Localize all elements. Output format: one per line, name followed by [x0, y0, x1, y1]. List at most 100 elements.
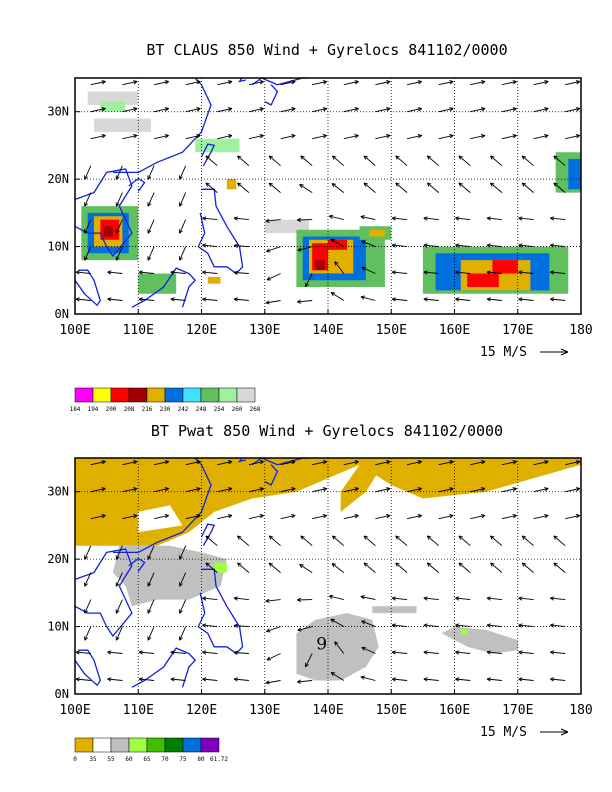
- wind-arrowhead: [237, 535, 242, 540]
- wind-arrowhead: [354, 460, 359, 465]
- wind-vector: [438, 461, 454, 466]
- x-tick-label: 180: [569, 323, 592, 338]
- wind-vector: [233, 272, 249, 274]
- fill-region: [372, 606, 417, 614]
- wind-arrowhead: [115, 229, 120, 234]
- wind-arrowhead: [300, 155, 305, 160]
- wind-vector: [395, 155, 408, 167]
- wind-arrowhead: [107, 297, 112, 302]
- wind-vector: [147, 246, 155, 261]
- wind-arrowhead: [233, 216, 238, 221]
- grid-layer: [75, 458, 581, 694]
- wind-arrowhead: [455, 243, 460, 248]
- wind-arrowhead: [480, 134, 486, 139]
- wind-vector: [330, 238, 345, 247]
- wind-vector: [280, 461, 296, 466]
- wind-vector: [490, 182, 503, 193]
- wind-vector: [470, 81, 486, 86]
- wind-arrowhead: [202, 216, 207, 221]
- wind-arrowhead: [486, 270, 491, 275]
- wind-vector: [147, 545, 155, 560]
- wind-vector: [395, 182, 408, 193]
- wind-arrowhead: [227, 134, 233, 139]
- wind-arrowhead: [322, 460, 328, 465]
- fill-region: [467, 273, 499, 287]
- wind-vector: [455, 244, 471, 248]
- axis-ticks-pwat: 100E 110E 120E 130E 140E 150E 160E 170E 180 0N 10N…: [47, 485, 592, 718]
- wind-vector: [331, 183, 345, 193]
- wind-arrowhead: [107, 270, 112, 275]
- wind-arrowhead: [233, 297, 238, 302]
- wind-arrowhead: [330, 672, 336, 677]
- x-tick-label: 130E: [249, 323, 280, 338]
- wind-vector: [115, 246, 123, 261]
- wind-arrowhead: [391, 623, 397, 628]
- wind-vector: [518, 244, 534, 248]
- wind-arrowhead: [391, 270, 397, 275]
- wind-arrowhead: [486, 243, 491, 248]
- wind-vector: [427, 562, 439, 573]
- wind-vector: [115, 572, 123, 587]
- gyre-marker-label: 9: [316, 634, 327, 654]
- arrow-head-icon: [560, 728, 569, 736]
- wind-vector: [312, 81, 327, 86]
- x-tick-label: 130E: [249, 703, 280, 718]
- wind-arrowhead: [550, 270, 555, 275]
- wind-arrowhead: [518, 243, 523, 248]
- wind-vector: [122, 108, 138, 113]
- wind-vector: [332, 535, 345, 547]
- wind-vector: [147, 219, 155, 234]
- wind-vector: [518, 298, 534, 301]
- wind-arrowhead: [361, 620, 366, 625]
- wind-arrowhead: [196, 107, 201, 112]
- wind-arrowhead: [75, 650, 80, 655]
- wind-vector: [312, 108, 327, 113]
- wind-arrowhead: [486, 596, 491, 601]
- coastline: [237, 77, 246, 83]
- wind-arrowhead: [268, 535, 274, 540]
- wind-vector: [455, 271, 471, 274]
- wind-arrowhead: [133, 134, 138, 139]
- wind-vector: [280, 488, 296, 493]
- wind-arrowhead: [361, 240, 366, 245]
- wind-arrowhead: [458, 155, 463, 160]
- wind-arrowhead: [521, 182, 527, 187]
- wind-vector: [486, 651, 502, 654]
- wind-vector: [237, 562, 250, 573]
- wind-vector: [486, 298, 502, 301]
- wind-vector: [392, 217, 408, 221]
- wind-vector: [330, 672, 345, 681]
- wind-vector: [202, 597, 218, 601]
- wind-arrowhead: [268, 182, 274, 187]
- wind-vector: [343, 81, 359, 86]
- wind-vector: [75, 651, 91, 654]
- wind-arrowhead: [455, 216, 460, 221]
- y-tick-label: 20N: [47, 172, 69, 186]
- wind-arrowhead: [386, 460, 391, 465]
- wind-arrowhead: [133, 487, 138, 492]
- panel-claus: BT CLAUS 850 Wind + Gyrelocs 841102/0000…: [47, 41, 592, 413]
- wind-vector: [179, 572, 187, 587]
- x-tick-label: 150E: [376, 323, 407, 338]
- wind-vector: [553, 155, 566, 167]
- wind-arrowhead: [361, 266, 366, 271]
- wind-vector: [115, 599, 123, 614]
- wind-vector: [185, 514, 201, 520]
- colorbar-label: 216: [142, 406, 153, 413]
- wind-vector: [297, 680, 313, 683]
- wind-arrowhead: [391, 677, 397, 682]
- fill-region: [340, 464, 379, 512]
- wind-vector: [486, 678, 502, 681]
- fill-region: [315, 260, 325, 271]
- wind-vector: [268, 155, 281, 167]
- wind-vector: [266, 626, 281, 632]
- wind-vector: [550, 597, 566, 601]
- wind-vector: [202, 651, 218, 654]
- wind-arrowhead: [101, 460, 106, 465]
- wind-arrowhead: [84, 636, 88, 641]
- wind-arrowhead: [386, 487, 391, 492]
- wind-vector: [237, 535, 250, 547]
- wind-arrowhead: [101, 134, 106, 139]
- wind-arrowhead: [490, 562, 495, 567]
- wind-arrowhead: [455, 650, 460, 655]
